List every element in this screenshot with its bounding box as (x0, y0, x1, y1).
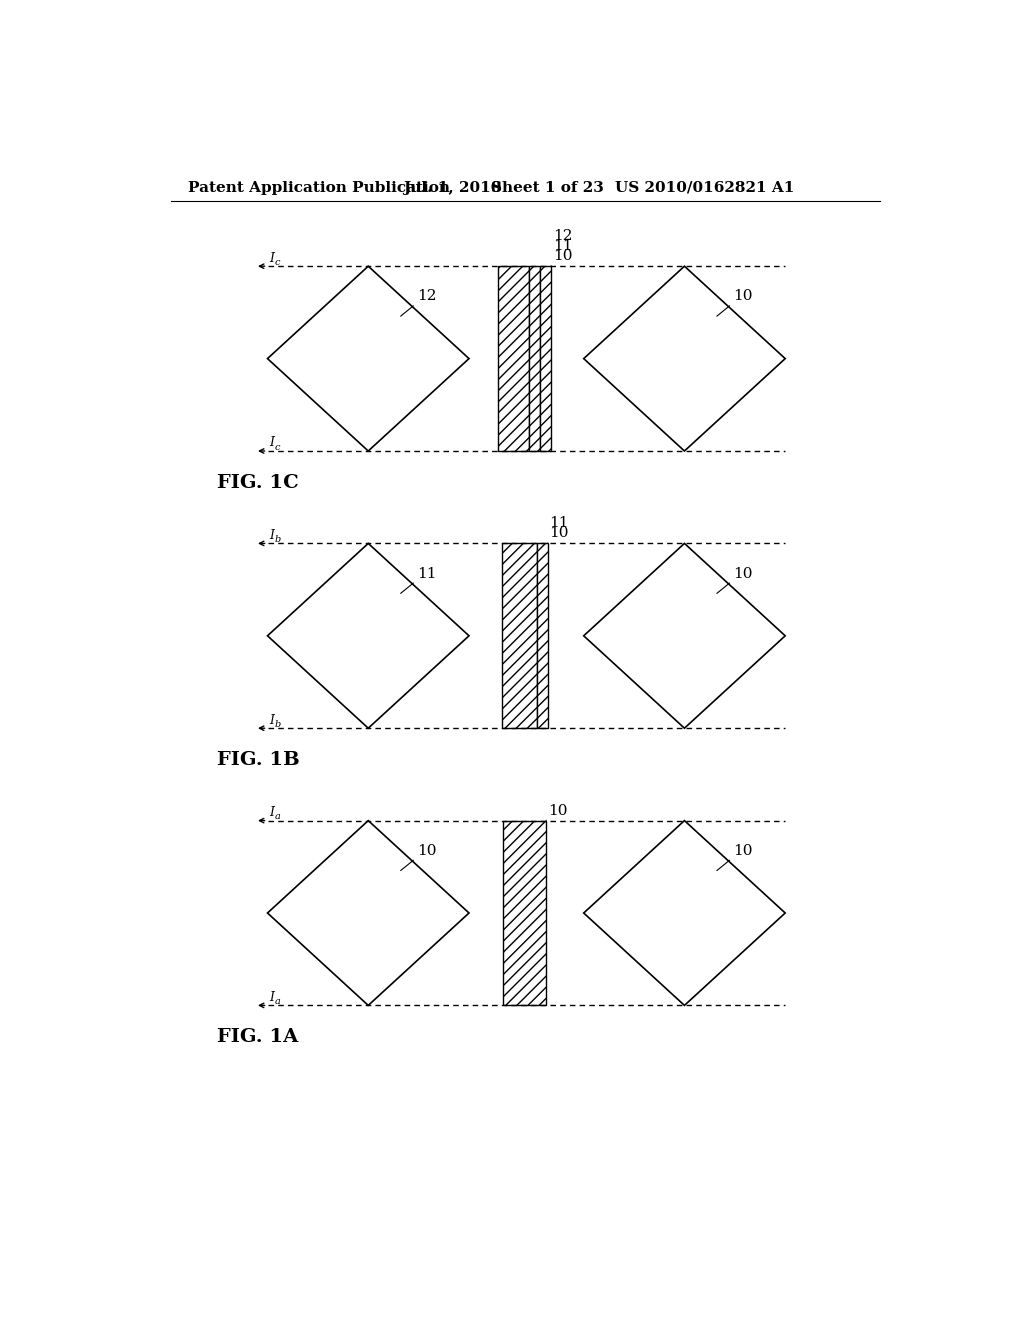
Bar (529, 267, 541, 451)
Text: c: c (274, 442, 280, 451)
Text: 10: 10 (733, 843, 753, 858)
Text: I: I (269, 252, 274, 264)
Text: 12: 12 (417, 289, 436, 304)
Text: I: I (269, 529, 274, 543)
Text: 10: 10 (549, 527, 568, 540)
Text: b: b (274, 719, 281, 729)
Text: Patent Application Publication: Patent Application Publication (188, 181, 451, 194)
Text: b: b (274, 535, 281, 544)
Text: a: a (274, 812, 281, 821)
Text: 11: 11 (417, 566, 436, 581)
Text: 10: 10 (553, 249, 572, 263)
Bar (537, 544, 548, 729)
Text: I: I (269, 807, 274, 818)
Text: FIG. 1C: FIG. 1C (217, 474, 299, 492)
Text: I: I (269, 991, 274, 1003)
Text: c: c (274, 257, 280, 267)
Text: 10: 10 (417, 843, 436, 858)
Text: FIG. 1B: FIG. 1B (217, 751, 300, 770)
Bar (541, 267, 551, 451)
Text: US 2010/0162821 A1: US 2010/0162821 A1 (614, 181, 794, 194)
Text: Sheet 1 of 23: Sheet 1 of 23 (490, 181, 603, 194)
Text: 12: 12 (553, 230, 572, 243)
Text: 10: 10 (548, 804, 567, 817)
Text: 10: 10 (733, 289, 753, 304)
Text: I: I (269, 714, 274, 726)
Text: 11: 11 (549, 516, 568, 531)
Text: I: I (269, 437, 274, 449)
Bar (499, 267, 529, 451)
Text: 11: 11 (553, 239, 572, 253)
Text: Jul. 1, 2010: Jul. 1, 2010 (403, 181, 502, 194)
Text: FIG. 1A: FIG. 1A (217, 1028, 298, 1047)
Bar (502, 544, 537, 729)
Text: a: a (274, 997, 281, 1006)
Bar (504, 821, 546, 1006)
Text: 10: 10 (733, 566, 753, 581)
